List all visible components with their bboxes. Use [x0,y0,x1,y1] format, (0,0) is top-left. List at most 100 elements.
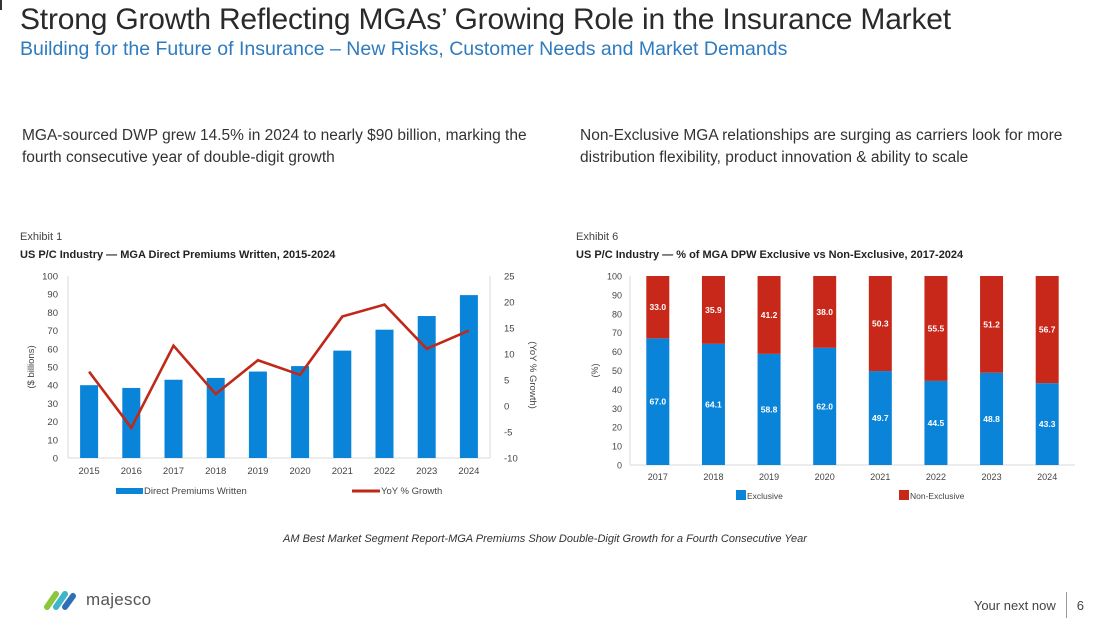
y-axis-label: (%) [590,364,600,378]
y-tick-label: 60 [47,344,58,355]
x-tick-label: 2023 [416,466,437,477]
non-exclusive-bar [1035,276,1059,384]
premium-bar [80,385,99,458]
premium-bar [417,316,436,458]
exclusive-data-label: 58.8 [761,404,778,414]
exclusive-bar [1035,383,1059,465]
non-exclusive-data-label: 56.7 [1039,325,1056,335]
legend-swatch-non-exclusive [899,490,909,500]
non-exclusive-bar [980,276,1004,373]
x-tick-label: 2024 [1037,472,1057,482]
non-exclusive-data-label: 55.5 [928,323,945,333]
y2-tick-label: -10 [504,454,518,465]
exhibit1-label: Exhibit 1 [20,231,63,243]
premium-bar [248,371,267,458]
exclusive-bar [813,347,837,465]
premium-bar [122,387,141,458]
exclusive-data-label: 62.0 [816,401,833,411]
lead-text-right: Non-Exclusive MGA relationships are surg… [580,127,1063,166]
footer-tagline: Your next now [973,597,1056,613]
x-tick-label: 2018 [703,472,723,482]
yoy-growth-line [88,303,470,431]
x-tick-label: 2020 [815,472,835,482]
premium-bar [375,329,394,458]
y2-tick-label: 15 [504,324,515,335]
non-exclusive-bar [813,276,837,348]
exclusive-data-label: 43.3 [1039,419,1056,429]
y2-tick-label: 20 [504,298,515,309]
x-tick-label: 2016 [121,466,142,477]
premium-bar [206,377,225,458]
legend-label-growth: YoY % Growth [381,486,442,497]
footer-divider [1065,592,1067,618]
x-tick-label: 2018 [205,466,226,477]
lead-text-left: MGA-sourced DWP grew 14.5% in 2024 to ne… [22,127,527,166]
y2-tick-label: -5 [504,428,512,439]
x-tick-label: 2019 [759,472,779,482]
legend-label-non-exclusive: Non-Exclusive [910,491,965,501]
y-tick-label: 70 [612,328,622,338]
non-exclusive-bar [701,276,725,344]
y-tick-label: 80 [612,309,622,319]
y-tick-label: 30 [47,399,58,410]
legend-swatch-premiums [116,488,143,494]
y2-tick-label: 0 [504,402,509,413]
y-tick-label: 50 [47,363,58,374]
exhibit6-title: US P/C Industry — % of MGA DPW Exclusive… [576,249,964,261]
y-tick-label: 50 [612,366,622,376]
x-tick-label: 2017 [648,472,668,482]
x-tick-label: 2024 [458,466,479,477]
premium-bar [459,295,478,458]
legend-label-exclusive: Exclusive [747,491,783,501]
y-tick-label: 80 [47,308,58,319]
y-tick-label: 60 [612,347,622,357]
source-caption: AM Best Market Segment Report-MGA Premiu… [283,533,807,545]
premium-bar [164,379,183,458]
non-exclusive-bar [757,276,781,354]
exclusive-bar [757,353,781,465]
y-tick-label: 90 [47,290,58,301]
y-tick-label: 20 [47,417,58,428]
y-tick-label: 40 [47,381,58,392]
footer-right: Your next now 6 [974,592,1084,618]
non-exclusive-data-label: 50.3 [872,319,889,329]
y-tick-label: 10 [612,442,622,452]
y-tick-label: 10 [47,435,58,446]
y2-axis-label: (YoY % Growth) [527,341,538,409]
slide-title: Strong Growth Reflecting MGAs’ Growing R… [20,3,951,36]
exclusive-bar [980,372,1004,465]
y-tick-label: 90 [612,290,622,300]
exclusive-bar [646,338,670,465]
non-exclusive-bar [646,276,670,339]
page-number: 6 [1076,597,1084,613]
x-tick-label: 2017 [163,466,184,477]
non-exclusive-bar [924,276,948,381]
company-logo: majesco [44,590,151,610]
exclusive-bar [701,343,725,465]
y-tick-label: 20 [612,423,622,433]
y-tick-label: 30 [612,404,622,414]
exclusive-data-label: 67.0 [650,397,667,407]
x-tick-label: 2015 [79,466,100,477]
y-tick-label: 0 [617,461,622,471]
exclusive-data-label: 44.5 [928,418,945,428]
y-axis-label: ($ billions) [26,345,37,388]
x-tick-label: 2021 [332,466,353,477]
legend-label-premiums: Direct Premiums Written [144,486,247,497]
slide-edge-mark [0,0,2,10]
exhibit6-label: Exhibit 6 [576,231,619,243]
x-tick-label: 2019 [247,466,268,477]
x-tick-label: 2020 [290,466,311,477]
non-exclusive-data-label: 33.0 [650,302,667,312]
non-exclusive-data-label: 35.9 [705,305,722,315]
legend-swatch-exclusive [736,490,746,500]
non-exclusive-data-label: 38.0 [816,307,833,317]
exclusive-bar [868,371,892,465]
premium-bar [291,366,310,458]
y2-tick-label: 5 [504,376,509,387]
non-exclusive-data-label: 51.2 [983,319,1000,329]
x-tick-label: 2023 [982,472,1002,482]
exclusive-bar [924,380,948,465]
y-tick-label: 100 [42,272,58,283]
